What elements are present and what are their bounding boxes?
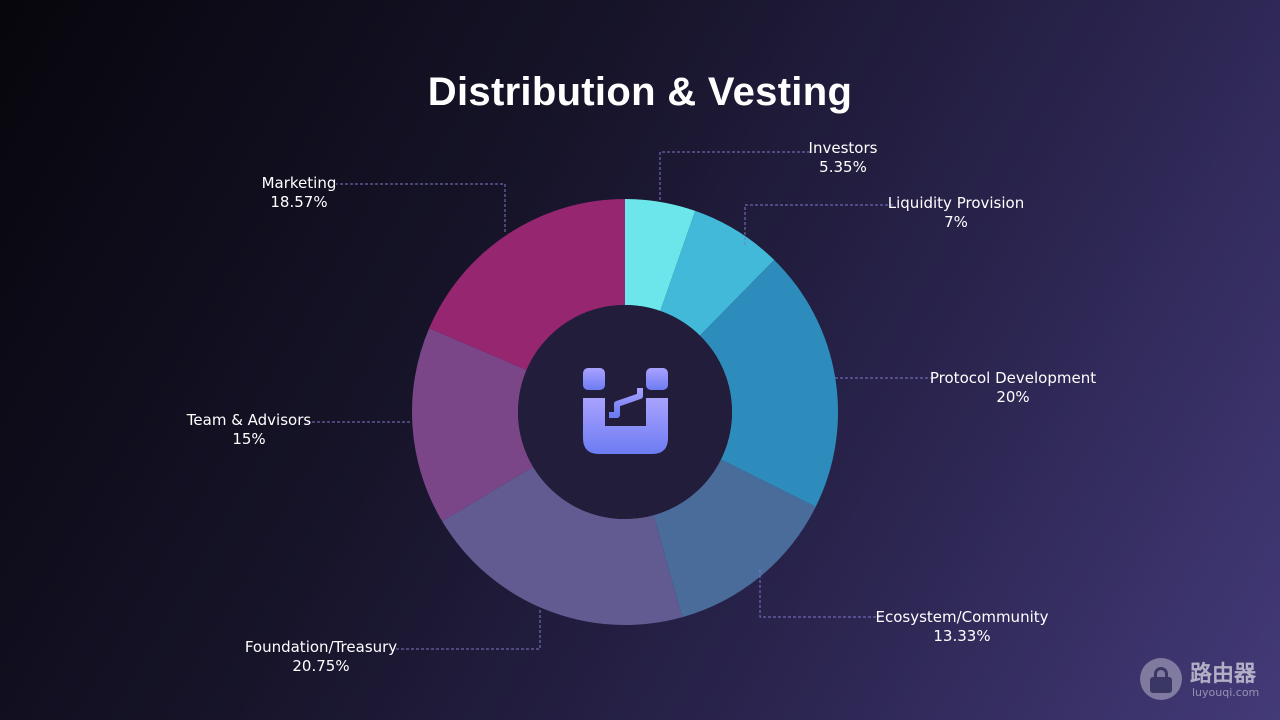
leader-line bbox=[395, 610, 541, 650]
slice-value-label: 5.35% bbox=[819, 158, 867, 176]
slice-ecosystem-community bbox=[653, 459, 816, 618]
slice-label: Marketing bbox=[262, 174, 337, 192]
watermark: 路由器 luyouqi.com bbox=[1140, 656, 1270, 704]
slice-label: Team & Advisors bbox=[186, 411, 312, 429]
slice-protocol-development bbox=[699, 259, 838, 507]
slice-investors bbox=[625, 199, 696, 311]
slice-foundation-treasury bbox=[442, 466, 683, 626]
slice-label: Protocol Development bbox=[930, 369, 1096, 387]
brand-logo-icon bbox=[583, 368, 668, 454]
slice-team-advisors bbox=[411, 328, 534, 522]
watermark-text: 路由器 bbox=[1190, 662, 1257, 687]
leader-line bbox=[759, 570, 880, 618]
slice-marketing bbox=[429, 199, 625, 370]
slice-label: Investors bbox=[809, 139, 878, 157]
slice-value-label: 18.57% bbox=[270, 193, 327, 211]
chart-title: Distribution & Vesting bbox=[427, 70, 853, 114]
slice-label: Liquidity Provision bbox=[888, 194, 1024, 212]
slice-liquidity-provision bbox=[660, 210, 775, 336]
slice-value-label: 20.75% bbox=[292, 657, 349, 675]
slice-value-label: 15% bbox=[232, 430, 265, 448]
leader-line bbox=[336, 183, 506, 232]
slice-label: Ecosystem/Community bbox=[876, 608, 1049, 626]
slice-value-label: 7% bbox=[944, 213, 968, 231]
slice-label: Foundation/Treasury bbox=[245, 638, 397, 656]
leader-line bbox=[744, 204, 895, 245]
slice-value-label: 20% bbox=[996, 388, 1029, 406]
slice-value-label: 13.33% bbox=[933, 627, 990, 645]
router-lock-icon bbox=[1140, 658, 1182, 700]
donut-hole bbox=[518, 305, 732, 519]
leader-line bbox=[659, 151, 812, 200]
watermark-url: luyouqi.com bbox=[1192, 686, 1260, 699]
